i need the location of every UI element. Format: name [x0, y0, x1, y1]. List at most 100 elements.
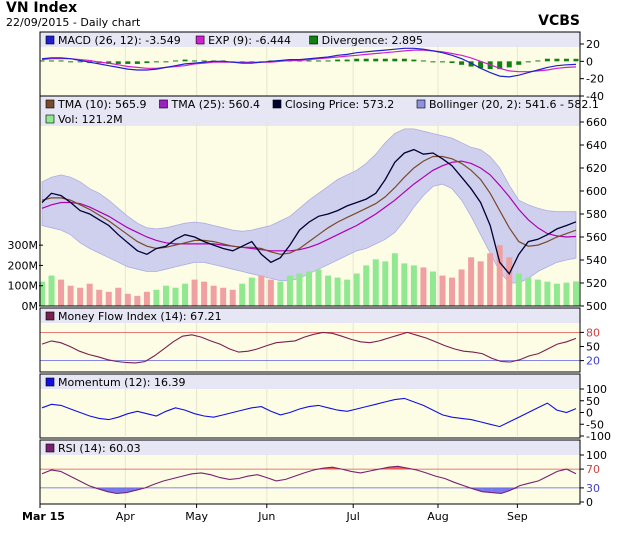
divergence-bar: [535, 60, 541, 62]
volume-bar: [391, 253, 398, 306]
volume-bar: [258, 275, 265, 306]
mfi-tick-label: 20: [586, 355, 600, 368]
volume-bar: [468, 257, 475, 306]
volume-bar: [534, 279, 541, 306]
divergence-bar: [440, 61, 445, 63]
volume-bar: [363, 265, 370, 306]
chart-title: VN Index: [6, 0, 78, 16]
momentum-tick-label: 50: [586, 395, 600, 408]
mfi-tick-label: 50: [586, 341, 600, 354]
divergence-bar: [144, 61, 150, 64]
divergence-bar: [478, 61, 484, 69]
macd-tick-label: -20: [586, 73, 604, 86]
divergence-bar: [344, 59, 350, 62]
rsi-legend-swatch: [45, 443, 55, 453]
divergence-bar: [306, 60, 312, 62]
volume-bar: [220, 287, 227, 306]
volume-bar: [458, 269, 465, 306]
rsi-line: [41, 465, 577, 495]
closing-price-line: [41, 148, 577, 275]
divergence-bar: [115, 61, 121, 64]
volume-bar: [77, 287, 84, 306]
volume-bar: [277, 281, 284, 306]
divergence-bar: [173, 60, 178, 62]
rsi-legend-label-0: RSI (14): 60.03: [58, 442, 141, 455]
volume-bar: [267, 279, 274, 306]
rsi-tick-label: 30: [586, 482, 600, 495]
month-label-0: Mar 15: [22, 510, 65, 523]
price-tick-label: 540: [586, 254, 607, 267]
rsi-oversold-fill: [116, 487, 127, 494]
volume-bar: [248, 277, 255, 306]
mfi-legend-swatch: [45, 311, 55, 321]
price-legend-swatch: [45, 99, 55, 109]
macd-tick-label: -40: [586, 90, 604, 103]
rsi-legend-bg: [40, 440, 580, 455]
volume-bar: [286, 275, 293, 306]
divergence-bar: [363, 58, 369, 62]
price-tick-label: 620: [586, 162, 607, 175]
price-tick-label: 660: [586, 116, 607, 129]
volume-bar: [372, 259, 379, 306]
volume-bar: [210, 285, 217, 306]
vol-legend-bg: [40, 111, 580, 126]
momentum-line: [41, 397, 577, 428]
divergence-bar: [39, 60, 45, 62]
momentum-frame: [39, 373, 581, 439]
divergence-bar: [316, 60, 322, 62]
divergence-bar: [420, 60, 426, 62]
momentum-legend-label-0: Momentum (12): 16.39: [58, 376, 185, 389]
volume-bar: [353, 273, 360, 306]
divergence-bar: [201, 60, 207, 62]
volume-bar: [86, 283, 93, 306]
divergence-bar: [468, 61, 474, 67]
macd-legend-swatch: [195, 35, 205, 45]
price-legend-label-0: TMA (10): 565.9: [57, 98, 147, 111]
volume-bar: [315, 269, 322, 306]
momentum-tick-label: -50: [586, 418, 604, 431]
divergence-bar: [182, 59, 188, 62]
divergence-bar: [58, 60, 64, 62]
macd-line: [41, 47, 577, 78]
macd-tick-label: 20: [586, 38, 600, 51]
volume-bar: [105, 291, 112, 306]
price-legend-swatch: [272, 99, 282, 109]
macd-legend-swatch: [45, 35, 55, 45]
divergence-bar: [449, 61, 455, 64]
momentum-tick-label: 0: [586, 407, 593, 420]
mfi-frame: [39, 307, 581, 373]
price-legend-bg: [40, 96, 580, 111]
volume-bar: [334, 277, 341, 306]
volume-bar: [124, 293, 131, 306]
vol-legend-label-0: Vol: 121.2M: [58, 113, 123, 126]
volume-bar: [477, 261, 484, 306]
rsi-frame: [39, 439, 581, 505]
volume-bar: [420, 267, 427, 306]
rsi-oversold-fill: [510, 487, 520, 491]
volume-bar: [525, 277, 532, 306]
tma10-line: [41, 155, 577, 255]
divergence-bar: [563, 58, 569, 62]
macd-tick-label: 0: [586, 55, 593, 68]
rsi-tick-label: 0: [586, 496, 593, 509]
divergence-bar: [573, 58, 579, 62]
volume-bar: [182, 283, 189, 306]
volume-bar: [229, 289, 236, 306]
volume-bar: [306, 271, 312, 306]
volume-bar: [563, 282, 570, 306]
divergence-bar: [497, 61, 503, 70]
divergence-bar: [392, 58, 398, 62]
divergence-bar: [125, 61, 131, 64]
volume-bar: [67, 285, 74, 306]
volume-bar: [344, 279, 351, 306]
volume-tick-label: 300M: [8, 239, 39, 252]
volume-bar: [487, 253, 494, 306]
chart-subtitle: 22/09/2015 - Daily chart: [6, 16, 141, 29]
volume-bar: [449, 277, 456, 306]
macd-legend-label-2: Divergence: 2.895: [322, 34, 423, 47]
price-frame: [39, 95, 581, 307]
momentum-legend-bg: [40, 374, 580, 389]
volume-tick-label: 100M: [8, 280, 39, 293]
price-legend-label-1: TMA (25): 560.4: [171, 98, 261, 111]
divergence-bar: [459, 61, 465, 65]
